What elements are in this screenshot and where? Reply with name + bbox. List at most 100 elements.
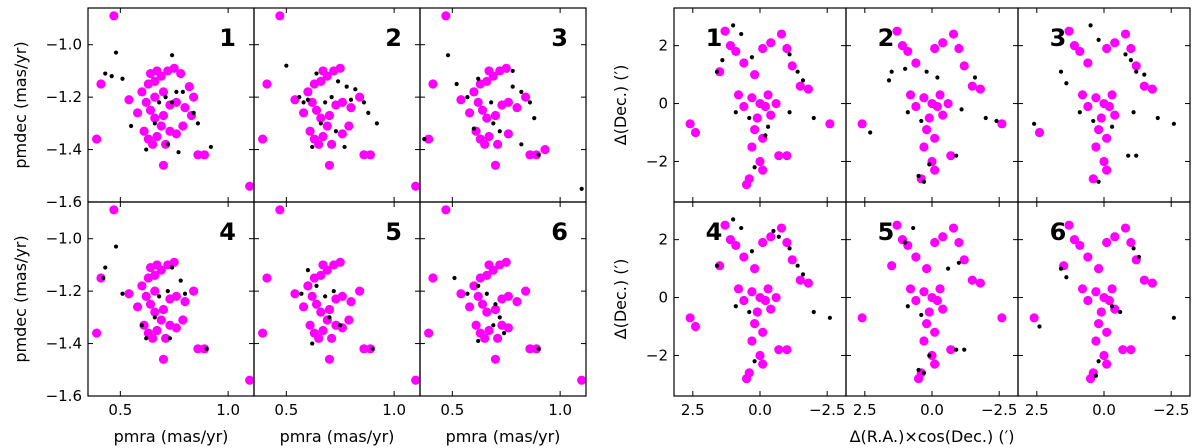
y-tick-label: −1.4: [46, 141, 82, 159]
member-point: [897, 41, 908, 51]
nonmember-point: [1123, 52, 1128, 57]
member-point: [124, 95, 134, 105]
member-point: [531, 150, 542, 160]
member-point: [464, 302, 475, 312]
nonmember-point: [935, 75, 940, 80]
member-point: [954, 43, 964, 54]
member-point: [1099, 156, 1109, 167]
member-point: [152, 131, 162, 142]
nonmember-point: [1077, 110, 1082, 115]
member-point: [464, 108, 475, 118]
nonmember-point: [1118, 309, 1123, 315]
nonmember-point: [489, 100, 494, 105]
nonmember-point: [994, 118, 999, 124]
panel-5: 5 2.5 0.0 −2.5: [845, 201, 1019, 419]
panel-number: 2: [878, 24, 895, 52]
member-point: [911, 252, 921, 262]
nonmember-point: [787, 110, 792, 115]
member-point: [1102, 165, 1112, 175]
points: [1029, 220, 1176, 384]
member-point: [766, 38, 776, 48]
member-point: [171, 97, 181, 107]
member-point: [922, 263, 932, 274]
member-point: [189, 286, 199, 296]
member-point: [178, 121, 188, 131]
member-point: [493, 333, 503, 343]
member-point: [150, 270, 160, 281]
nonmember-point: [1171, 121, 1176, 126]
nonmember-point: [903, 66, 908, 71]
member-point: [262, 79, 272, 89]
member-point: [733, 284, 744, 294]
member-point: [959, 61, 969, 71]
nonmember-point: [465, 291, 470, 296]
nonmember-point: [204, 346, 209, 351]
nonmember-point: [327, 315, 332, 320]
nonmember-point: [144, 147, 149, 152]
member-point: [428, 79, 438, 89]
member-point: [776, 223, 787, 233]
member-point: [193, 344, 203, 354]
member-point: [1107, 90, 1117, 100]
nonmember-point: [519, 89, 524, 94]
y-tick-label: −1.6: [46, 387, 82, 405]
y-tick-label: −1.0: [46, 36, 82, 54]
member-point: [760, 295, 770, 306]
nonmember-point: [903, 240, 908, 245]
x-tick-label: 1.0: [216, 401, 240, 419]
member-point: [1085, 374, 1096, 384]
member-point: [322, 121, 332, 131]
member-point: [501, 257, 511, 267]
x-tick-label: 0.5: [108, 401, 132, 419]
member-point: [150, 92, 160, 102]
member-point: [503, 97, 513, 107]
member-point: [997, 313, 1007, 323]
member-point: [1110, 38, 1120, 48]
y-tick-label: −1.2: [46, 88, 82, 106]
member-point: [184, 82, 194, 92]
member-point: [905, 284, 916, 294]
nonmember-point: [800, 272, 806, 277]
x-tick-label: 0.0: [1092, 401, 1116, 419]
member-point: [158, 354, 169, 364]
member-point: [766, 304, 776, 314]
points: [258, 205, 420, 385]
member-point: [275, 11, 285, 21]
member-point: [156, 71, 166, 81]
points: [685, 23, 835, 190]
member-point: [1102, 327, 1112, 337]
member-point: [148, 333, 158, 343]
member-point: [930, 165, 940, 175]
panel-number: 6: [1050, 218, 1067, 246]
nonmember-point: [747, 309, 752, 315]
nonmember-point: [342, 144, 347, 150]
nonmember-point: [103, 265, 108, 270]
nonmember-point: [476, 338, 481, 344]
member-point: [355, 286, 365, 296]
member-point: [750, 263, 760, 274]
nonmember-point: [1109, 304, 1115, 309]
y-axis-label: pmdec (mas/yr): [11, 235, 30, 362]
member-point: [919, 287, 929, 297]
member-point: [316, 113, 326, 123]
member-point: [1139, 275, 1149, 285]
nonmember-point: [527, 100, 533, 105]
member-point: [469, 281, 479, 291]
member-point: [755, 350, 765, 361]
member-point: [501, 63, 511, 73]
member-point: [488, 71, 498, 81]
y-tick-label: −1.4: [46, 335, 82, 353]
member-point: [932, 295, 942, 306]
member-point: [150, 286, 160, 296]
member-point: [1069, 41, 1080, 51]
member-point: [139, 126, 149, 136]
nonmember-point: [795, 263, 800, 268]
member-point: [337, 291, 347, 301]
member-point: [795, 275, 805, 285]
member-point: [857, 119, 867, 129]
member-point: [766, 232, 776, 242]
member-point: [311, 105, 322, 115]
member-point: [473, 97, 483, 107]
member-point: [1110, 232, 1120, 242]
panel-5: 5 0.5 1.0 pmra (mas/yr): [253, 201, 421, 446]
